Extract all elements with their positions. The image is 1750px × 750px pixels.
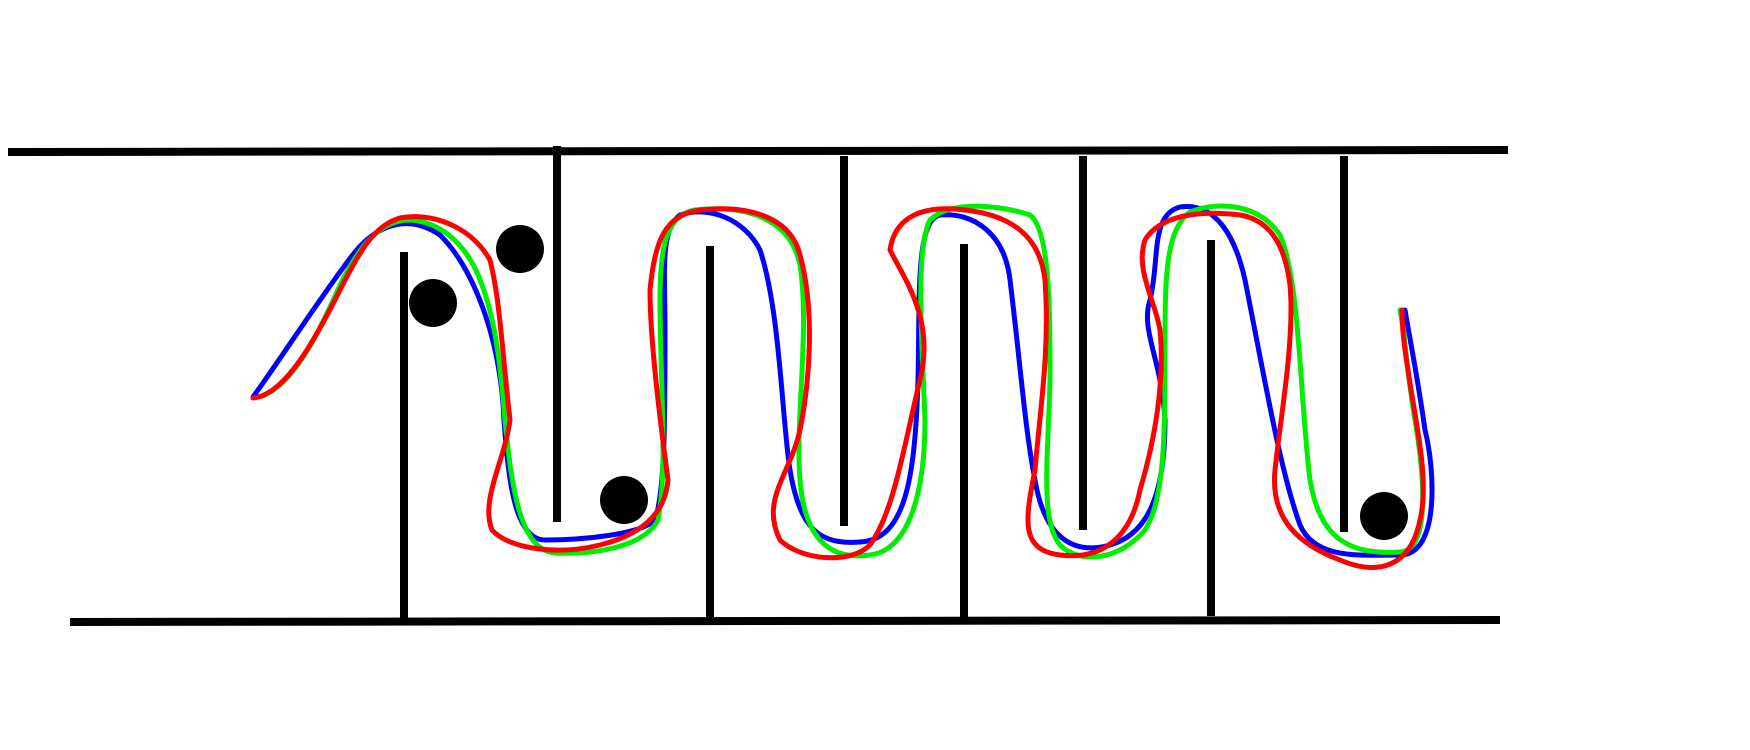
top-wall — [7, 146, 1509, 156]
bottom-wall — [69, 616, 1501, 626]
obstacle-dot-3 — [600, 476, 648, 524]
obstacle-dot-4 — [1360, 492, 1408, 540]
trajectory-green — [250, 203, 1426, 560]
obstacle-dot-2 — [496, 225, 544, 273]
obstacle-dot-1 — [409, 279, 457, 327]
trajectory-red — [250, 206, 1426, 570]
